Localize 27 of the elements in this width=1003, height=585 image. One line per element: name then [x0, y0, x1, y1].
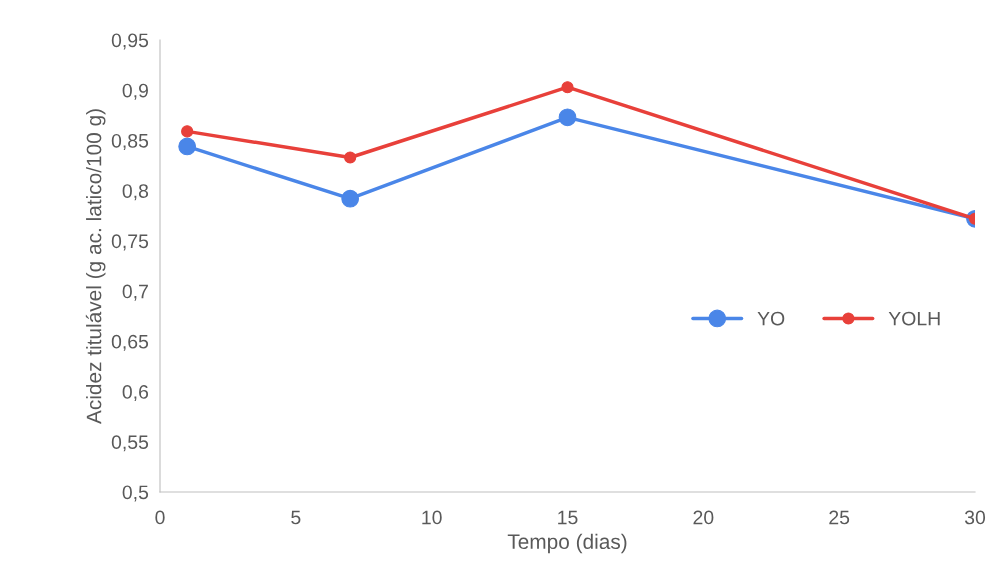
y-tick-label: 0,75: [111, 234, 149, 251]
y-tick-label: 0,9: [122, 83, 148, 100]
x-tick-label: 25: [829, 510, 850, 525]
legend-label: YO: [757, 311, 785, 326]
y-tick-label: 0,95: [111, 33, 149, 50]
x-tick-label: 15: [558, 510, 578, 525]
x-tick-label: 5: [291, 510, 301, 525]
x-tick-label: 10: [422, 510, 442, 525]
y-tick-label: 0,5: [122, 485, 149, 502]
point: [341, 189, 360, 208]
y-tick-label: 0,7: [122, 284, 148, 301]
point: [181, 125, 194, 138]
legend-label: YOLH: [888, 311, 940, 326]
y-tick-label: 0,55: [111, 435, 149, 452]
y-tick-label: 0,85: [111, 133, 149, 150]
x-tick-label: 20: [693, 510, 714, 525]
y-tick-label: 0,6: [122, 385, 149, 402]
point: [558, 108, 577, 127]
x-tick-label: 30: [964, 510, 986, 525]
point: [561, 81, 574, 94]
x-tick-label: 0: [155, 510, 165, 525]
x-axis-title: Tempo (dias): [507, 533, 627, 554]
point: [178, 137, 197, 156]
y-tick-label: 0,8: [122, 184, 149, 201]
y-tick-label: 0,65: [111, 334, 149, 351]
point: [344, 151, 357, 164]
y-axis-title: Acidez titulável (g ac. latico/100 g): [85, 109, 106, 425]
